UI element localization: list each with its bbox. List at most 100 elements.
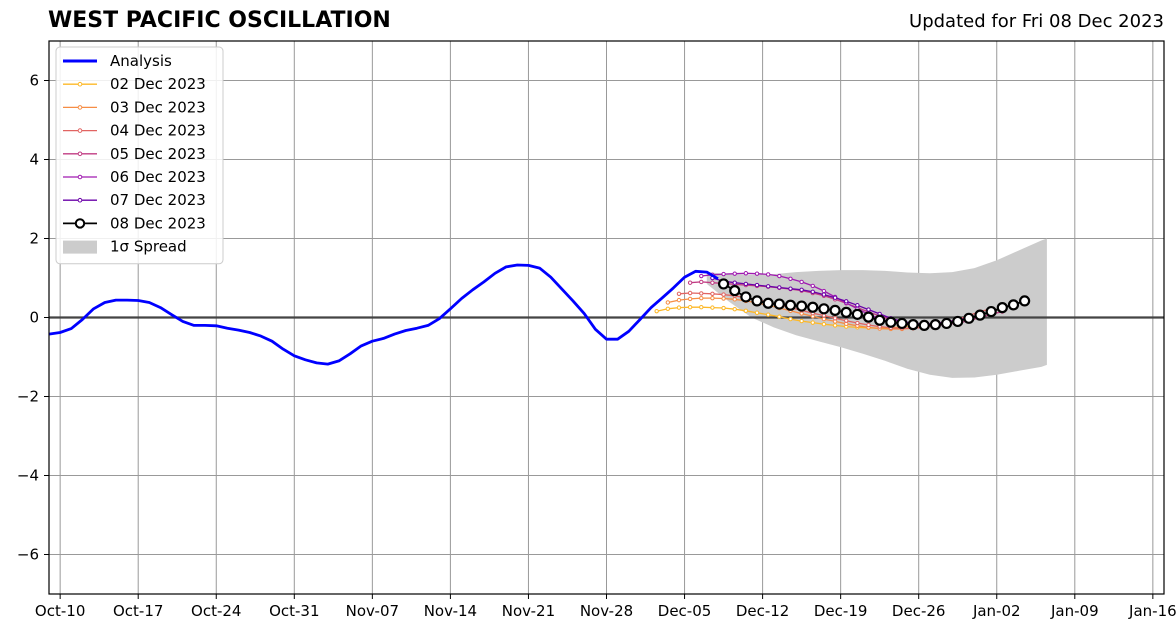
legend-marker xyxy=(77,197,83,203)
legend-entry: 03 Dec 2023 xyxy=(63,98,206,116)
plot-frame xyxy=(48,40,1165,595)
series-point xyxy=(1019,295,1031,307)
series-point xyxy=(963,312,975,324)
series-point xyxy=(687,305,693,310)
series-point xyxy=(807,301,819,313)
x-tick-label: Jan-16 xyxy=(1128,602,1176,620)
legend-marker xyxy=(77,105,83,110)
series-point xyxy=(743,271,749,276)
series-point xyxy=(996,302,1008,314)
series-point xyxy=(832,316,838,321)
legend-label: 04 Dec 2023 xyxy=(110,122,206,140)
y-tick-label: −4 xyxy=(17,467,39,485)
legend-marker xyxy=(77,151,83,157)
series-point xyxy=(777,273,782,279)
x-tick-label: Jan-09 xyxy=(1050,602,1099,620)
series-point xyxy=(896,317,908,330)
series-point xyxy=(777,314,782,319)
x-tick-label: Jan-02 xyxy=(972,602,1021,620)
series-point xyxy=(721,292,726,297)
series-point xyxy=(844,318,849,323)
series-point xyxy=(952,315,964,328)
series-point xyxy=(788,276,793,281)
series-point xyxy=(832,295,838,300)
series-point xyxy=(721,296,726,301)
y-tick-label: 2 xyxy=(29,230,39,248)
updated-date-label: Updated for Fri 08 Dec 2023 xyxy=(909,11,1164,32)
series-point xyxy=(699,273,704,279)
series-point xyxy=(810,283,815,289)
series-point xyxy=(710,280,715,285)
series-point xyxy=(654,308,659,314)
series-point xyxy=(762,297,774,309)
series-point xyxy=(665,300,671,305)
series-point xyxy=(784,299,797,311)
chart-title: WEST PACIFIC OSCILLATION xyxy=(48,8,391,33)
y-tick-label: 4 xyxy=(29,151,39,169)
series-point xyxy=(810,320,815,325)
series-point xyxy=(710,305,715,310)
series-point xyxy=(754,271,760,276)
series-point xyxy=(810,289,815,295)
series-point xyxy=(940,317,953,330)
series-point xyxy=(840,306,852,318)
series-point xyxy=(777,285,782,290)
x-tick-label: Nov-07 xyxy=(346,602,399,620)
series-point xyxy=(855,320,860,326)
series-point xyxy=(765,312,771,317)
legend-label: 05 Dec 2023 xyxy=(110,145,206,163)
x-tick-label: Oct-17 xyxy=(113,602,163,620)
series-point xyxy=(732,271,737,276)
legend-marker xyxy=(74,218,86,229)
series-point xyxy=(699,291,704,296)
series-point xyxy=(732,297,737,302)
series-point xyxy=(851,308,863,320)
axis-tick-labels: Oct-10 Oct-17 Oct-24 Oct-31 Nov-07 Nov-14 Nov-… xyxy=(17,72,1176,621)
series-point xyxy=(687,296,693,302)
series-point xyxy=(821,322,827,327)
series-08-dec-2023 xyxy=(717,278,1031,331)
y-tick-label: −6 xyxy=(17,546,39,564)
legend-label: 03 Dec 2023 xyxy=(110,98,206,116)
series-point xyxy=(799,287,804,293)
legend-entry: 06 Dec 2023 xyxy=(63,168,206,186)
legend-box xyxy=(55,46,224,265)
series-point xyxy=(985,305,997,318)
x-tick-label: Oct-10 xyxy=(35,602,85,620)
series-point xyxy=(829,304,841,316)
series-point xyxy=(732,280,737,285)
series-point xyxy=(773,298,785,310)
series-point xyxy=(855,303,860,308)
series-point xyxy=(918,319,930,331)
legend: Analysis 02 Dec 2023 03 Dec 2023 04 Dec 202… xyxy=(55,46,224,265)
series-point xyxy=(832,323,838,328)
legend-label: 06 Dec 2023 xyxy=(110,168,206,186)
series-point xyxy=(818,303,830,315)
spread-area xyxy=(706,238,1047,378)
x-tick-label: Dec-19 xyxy=(814,602,868,620)
series-point xyxy=(732,307,737,312)
legend-entry: 07 Dec 2023 xyxy=(63,191,206,209)
legend-label: Analysis xyxy=(110,52,172,70)
series-point xyxy=(665,306,671,312)
legend-label: 07 Dec 2023 xyxy=(110,191,206,209)
forecast-series xyxy=(654,271,1031,332)
x-tick-label: Oct-24 xyxy=(191,602,241,620)
series-point xyxy=(1007,299,1020,311)
spread-band xyxy=(706,238,1047,378)
series-point xyxy=(821,288,827,294)
series-point xyxy=(740,291,752,303)
legend-entry: 1σ Spread xyxy=(63,238,187,256)
series-point xyxy=(974,309,986,321)
series-point xyxy=(743,281,749,287)
legend-label: 1σ Spread xyxy=(110,238,187,256)
series-point xyxy=(866,307,871,312)
series-point xyxy=(862,311,875,323)
series-point xyxy=(751,295,763,307)
x-tick-label: Oct-31 xyxy=(269,602,319,620)
legend-label: 08 Dec 2023 xyxy=(110,214,206,232)
series-point xyxy=(799,318,804,324)
series-point xyxy=(799,279,804,285)
legend-entry: 08 Dec 2023 xyxy=(63,214,206,232)
